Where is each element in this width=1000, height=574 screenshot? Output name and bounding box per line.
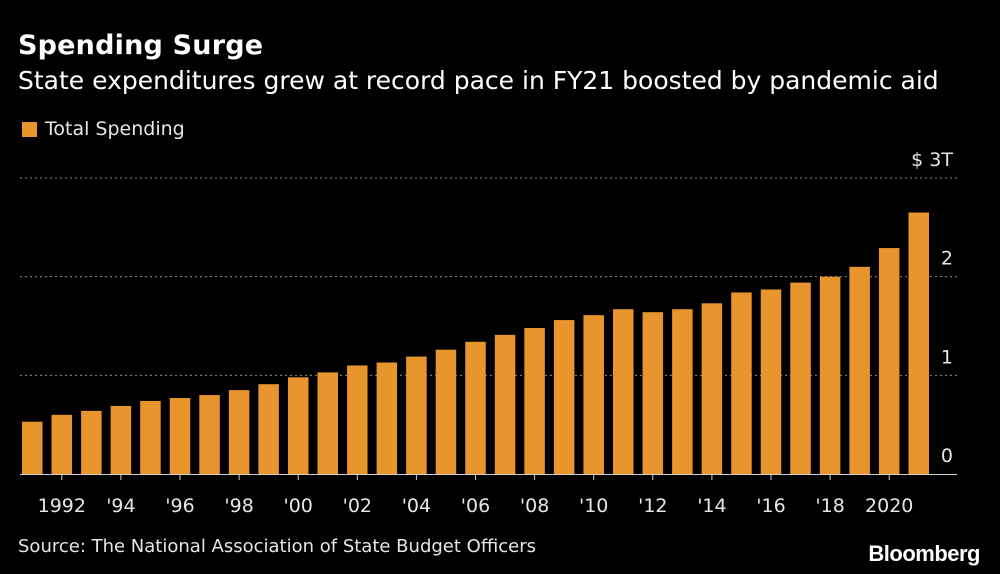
gridlines: [20, 177, 957, 376]
x-tick-label: '10: [579, 495, 608, 517]
bar-1995: [140, 400, 161, 474]
bar-2001: [317, 372, 338, 474]
bar-2011: [613, 309, 634, 474]
bars: [22, 212, 929, 475]
bar-2019: [849, 266, 870, 474]
bar-2012: [642, 312, 664, 474]
bar-2008: [524, 327, 545, 474]
bar-2009: [553, 320, 575, 474]
x-tick-label: '16: [756, 495, 785, 517]
legend: Total Spending: [22, 118, 185, 140]
bar-2003: [376, 362, 398, 474]
bar-2006: [465, 341, 486, 474]
source-note: Source: The National Association of Stat…: [18, 536, 536, 557]
bar-2013: [672, 309, 693, 474]
bar-1994: [110, 405, 132, 474]
bar-2002: [347, 365, 368, 474]
bar-1998: [228, 390, 250, 474]
bar-1992: [51, 414, 73, 474]
bar-2016: [760, 289, 782, 474]
bar-1991: [22, 421, 43, 474]
y-tick-label: 0: [941, 445, 953, 467]
x-tick-label: '12: [638, 495, 667, 517]
x-tick-label: 2020: [865, 495, 913, 517]
x-tick-label: '06: [461, 495, 490, 517]
bar-2010: [583, 315, 604, 474]
bar-2004: [406, 356, 427, 474]
bar-1993: [81, 410, 102, 474]
x-tick-label: '00: [283, 495, 312, 517]
bar-1997: [199, 395, 220, 474]
x-tick-label: 1992: [38, 495, 86, 517]
bar-2015: [731, 292, 752, 474]
bar-2018: [819, 276, 841, 474]
x-tick-label: '18: [815, 495, 844, 517]
axes: 0 1 2 $ 3T 1992 '94 '96 '98 '00 '02 '04 '06 '08 '10 '1…: [20, 149, 957, 517]
bar-2021: [908, 212, 929, 475]
bar-2005: [435, 349, 457, 474]
bar-2017: [790, 282, 811, 474]
bar-2007: [494, 334, 516, 474]
x-tick-label: '02: [343, 495, 372, 517]
x-tick-label: '96: [165, 495, 194, 517]
bar-2000: [287, 377, 309, 474]
bar-2014: [701, 303, 723, 474]
x-tick-label: '14: [697, 495, 726, 517]
x-tick-label: '94: [106, 495, 135, 517]
bar-1999: [258, 384, 279, 474]
bar-2020: [878, 248, 900, 474]
x-tick-label: '04: [402, 495, 431, 517]
legend-swatch: [22, 121, 37, 137]
chart-title: Spending Surge: [18, 30, 264, 61]
legend-label: Total Spending: [45, 118, 185, 140]
y-tick-label: 1: [941, 346, 953, 368]
x-tick-label: '08: [520, 495, 549, 517]
chart-subtitle: State expenditures grew at record pace i…: [18, 66, 939, 95]
bloomberg-logo: Bloomberg: [868, 541, 980, 566]
x-tick-label: '98: [224, 495, 253, 517]
y-tick-label: $ 3T: [911, 149, 953, 171]
bar-1996: [169, 398, 191, 474]
y-tick-label: 2: [941, 248, 953, 270]
